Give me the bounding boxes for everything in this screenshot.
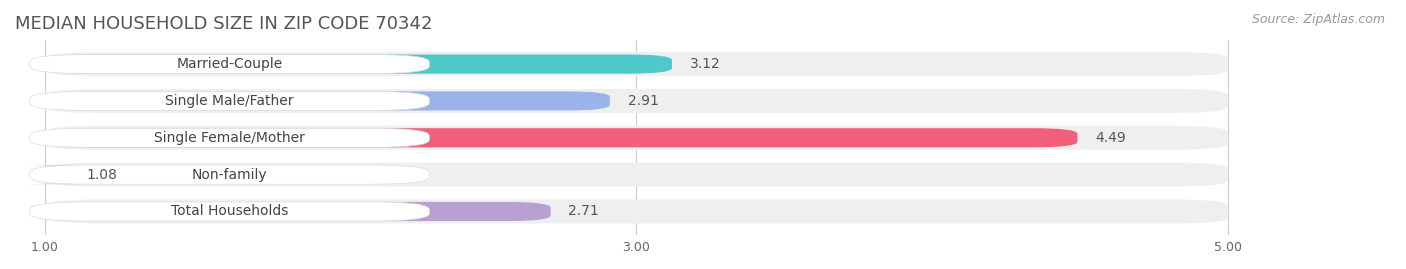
FancyBboxPatch shape — [24, 165, 89, 184]
FancyBboxPatch shape — [30, 202, 429, 221]
FancyBboxPatch shape — [45, 200, 1229, 224]
Text: 2.91: 2.91 — [627, 94, 658, 108]
FancyBboxPatch shape — [45, 163, 1229, 187]
FancyBboxPatch shape — [45, 202, 551, 221]
Text: 4.49: 4.49 — [1095, 131, 1126, 145]
Text: Married-Couple: Married-Couple — [176, 57, 283, 71]
Text: 3.12: 3.12 — [690, 57, 720, 71]
Text: Source: ZipAtlas.com: Source: ZipAtlas.com — [1251, 13, 1385, 26]
FancyBboxPatch shape — [30, 91, 429, 111]
FancyBboxPatch shape — [45, 91, 610, 111]
Text: Single Female/Mother: Single Female/Mother — [155, 131, 305, 145]
FancyBboxPatch shape — [30, 128, 429, 147]
FancyBboxPatch shape — [45, 55, 672, 74]
Text: Total Households: Total Households — [172, 204, 288, 218]
FancyBboxPatch shape — [30, 165, 429, 184]
Text: Non-family: Non-family — [191, 168, 267, 182]
FancyBboxPatch shape — [45, 128, 1077, 147]
FancyBboxPatch shape — [45, 89, 1229, 113]
FancyBboxPatch shape — [45, 52, 1229, 76]
FancyBboxPatch shape — [30, 55, 429, 74]
Text: 2.71: 2.71 — [568, 204, 599, 218]
Text: Single Male/Father: Single Male/Father — [166, 94, 294, 108]
FancyBboxPatch shape — [45, 126, 1229, 150]
Text: MEDIAN HOUSEHOLD SIZE IN ZIP CODE 70342: MEDIAN HOUSEHOLD SIZE IN ZIP CODE 70342 — [15, 15, 433, 33]
Text: 1.08: 1.08 — [86, 168, 117, 182]
